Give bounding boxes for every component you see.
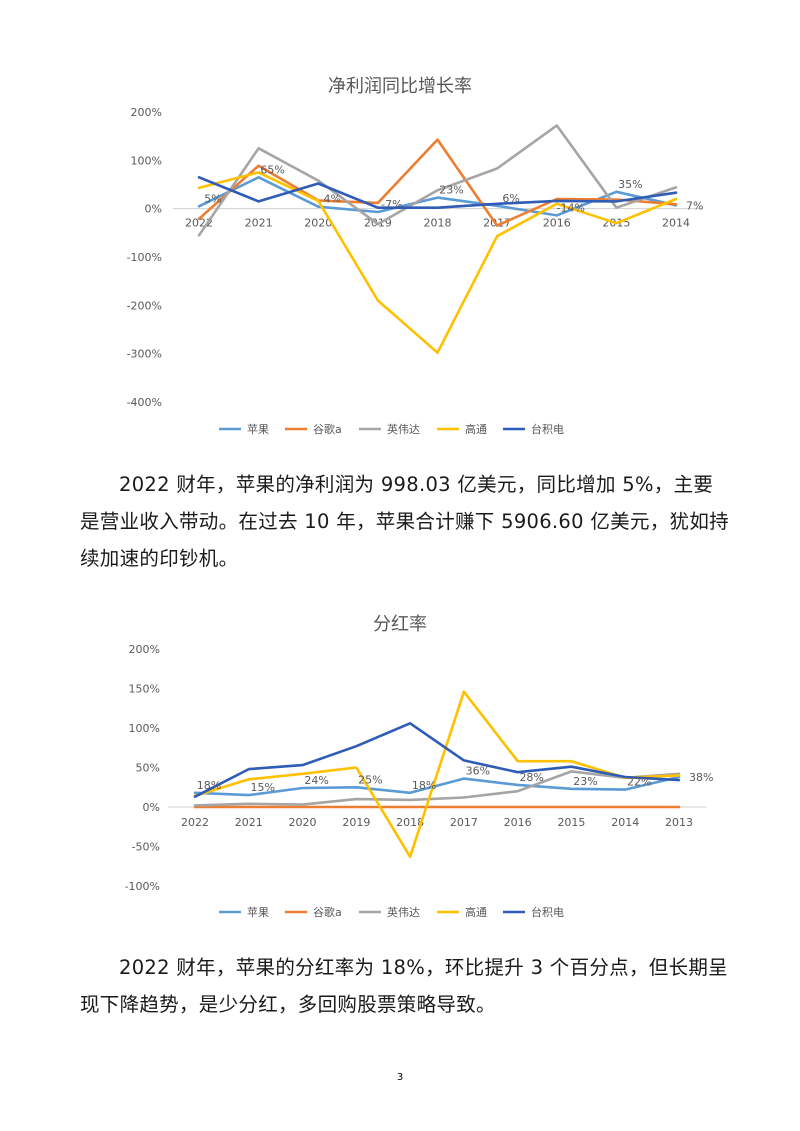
chart-title: 净利润同比增长率	[328, 76, 472, 97]
page-number: 3	[396, 1072, 404, 1083]
data-label: 5%	[204, 192, 221, 205]
data-label: 4%	[324, 193, 341, 206]
legend-label: 高通	[465, 905, 487, 919]
x-tick-label: 2020	[304, 217, 332, 230]
data-label: 28%	[519, 771, 543, 784]
series-line	[197, 176, 678, 217]
y-tick-label: 100%	[129, 722, 160, 735]
series-line	[193, 722, 681, 798]
data-label: 18%	[197, 779, 221, 792]
data-label: 24%	[304, 774, 328, 787]
legend-label: 高通	[465, 422, 487, 436]
data-label: 25%	[358, 773, 382, 786]
x-tick-label: 2016	[504, 816, 532, 829]
data-label: 22%	[627, 776, 651, 789]
data-label: 23%	[573, 775, 597, 788]
legend-label: 谷歌a	[313, 905, 342, 919]
y-tick-label: 0%	[143, 801, 160, 814]
y-tick-label: -400%	[127, 396, 162, 409]
data-label: 18%	[412, 779, 436, 792]
x-tick-label: 2022	[181, 816, 209, 829]
x-tick-label: 2013	[665, 816, 693, 829]
net-profit-growth-chart: 净利润同比增长率 -400% -300% -200% -100% 0% 100% 200% 2…	[0, 60, 800, 450]
data-label: 23%	[439, 184, 463, 197]
x-tick-label: 2014	[611, 816, 639, 829]
y-tick-label: 200%	[131, 106, 162, 119]
legend-label: 谷歌a	[313, 422, 342, 436]
paragraph-text: 2022 财年，苹果的净利润为 998.03 亿美元，同比增加 5%，主要是营业…	[80, 473, 729, 570]
legend-label: 苹果	[247, 905, 269, 919]
y-tick-label: 150%	[129, 683, 160, 696]
data-label: 65%	[260, 163, 284, 176]
dividend-ratio-chart: 分红率 -100% -50% 0% 50% 100% 150% 200% 2022 2021 20…	[0, 598, 800, 933]
series-line	[197, 124, 678, 237]
legend-label: 台积电	[531, 422, 564, 436]
paragraph: 2022 财年，苹果的净利润为 998.03 亿美元，同比增加 5%，主要是营业…	[80, 466, 730, 577]
y-tick-label: -200%	[127, 299, 162, 312]
x-tick-label: 2017	[483, 217, 511, 230]
chart-plot-area: -100% -50% 0% 50% 100% 150% 200% 2022 2021 2020 20…	[125, 643, 714, 919]
data-label: 35%	[618, 178, 642, 191]
series-line	[197, 138, 678, 227]
x-tick-label: 2017	[450, 816, 478, 829]
data-label: 15%	[251, 781, 275, 794]
x-tick-label: 2018	[424, 217, 452, 230]
x-tick-label: 2018	[396, 816, 424, 829]
x-tick-label: 2014	[662, 217, 690, 230]
x-tick-label: 2020	[289, 816, 317, 829]
y-tick-label: 100%	[131, 154, 162, 167]
data-label: 6%	[502, 192, 519, 205]
x-tick-label: 2019	[342, 816, 370, 829]
series-line	[197, 176, 678, 209]
chart-plot-area: -400%-300%-200%-100%0%100%200%2022 2021 20…	[127, 106, 704, 436]
chart-title: 分红率	[373, 614, 427, 635]
x-tick-label: 2015	[557, 816, 585, 829]
y-tick-label: -100%	[125, 880, 160, 893]
legend-label: 英伟达	[387, 422, 420, 436]
y-tick-label: -100%	[127, 251, 162, 264]
y-tick-label: -300%	[127, 348, 162, 361]
data-label: 38%	[689, 771, 713, 784]
data-label: -14%	[557, 201, 585, 214]
x-tick-label: 2021	[235, 816, 263, 829]
y-tick-label: 0%	[145, 203, 162, 216]
data-label: -7%	[381, 198, 402, 211]
series-line	[193, 690, 681, 859]
legend-label: 英伟达	[387, 905, 420, 919]
data-label: 36%	[466, 765, 490, 778]
series-line	[193, 775, 681, 797]
y-tick-label: 200%	[129, 643, 160, 656]
legend-label: 台积电	[531, 905, 564, 919]
series-line	[193, 770, 681, 807]
x-tick-label: 2021	[245, 217, 273, 230]
x-tick-label: 2016	[543, 217, 571, 230]
y-tick-label: -50%	[132, 841, 160, 854]
y-tick-label: 50%	[136, 762, 160, 775]
paragraph-text: 2022 财年，苹果的分红率为 18%，环比提升 3 个百分点，但长期呈现下降趋…	[80, 956, 728, 1016]
series-line	[197, 171, 678, 355]
data-label: 7%	[686, 199, 703, 212]
paragraph: 2022 财年，苹果的分红率为 18%，环比提升 3 个百分点，但长期呈现下降趋…	[80, 949, 730, 1023]
legend-label: 苹果	[247, 422, 269, 436]
